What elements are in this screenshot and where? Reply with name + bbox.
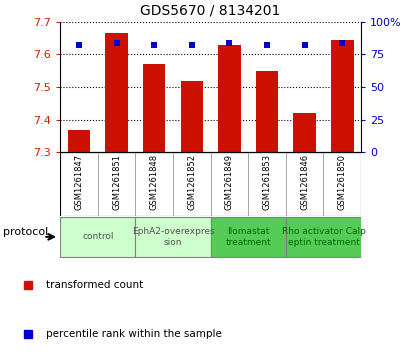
Text: GSM1261847: GSM1261847: [74, 154, 83, 211]
Text: percentile rank within the sample: percentile rank within the sample: [46, 329, 222, 339]
Text: GSM1261852: GSM1261852: [187, 154, 196, 211]
Bar: [143, 64, 166, 152]
FancyBboxPatch shape: [211, 217, 286, 257]
Bar: [331, 40, 354, 152]
Text: GSM1261850: GSM1261850: [338, 154, 347, 211]
Bar: [68, 130, 90, 152]
Text: GSM1261851: GSM1261851: [112, 154, 121, 211]
Bar: [293, 113, 316, 152]
FancyBboxPatch shape: [286, 217, 361, 257]
Title: GDS5670 / 8134201: GDS5670 / 8134201: [140, 4, 281, 18]
FancyBboxPatch shape: [60, 217, 135, 257]
Bar: [218, 45, 241, 152]
Text: GSM1261853: GSM1261853: [263, 154, 271, 211]
Text: Rho activator Calp
eptin treatment: Rho activator Calp eptin treatment: [281, 227, 365, 246]
Text: Ilomastat
treatment: Ilomastat treatment: [225, 227, 271, 246]
FancyBboxPatch shape: [135, 217, 211, 257]
Text: GSM1261849: GSM1261849: [225, 154, 234, 211]
Text: GSM1261846: GSM1261846: [300, 154, 309, 211]
Text: transformed count: transformed count: [46, 280, 143, 290]
Text: protocol: protocol: [3, 227, 48, 237]
Text: EphA2-overexpres
sion: EphA2-overexpres sion: [132, 227, 214, 246]
Bar: [181, 81, 203, 152]
Text: control: control: [82, 232, 114, 241]
Bar: [256, 71, 278, 152]
Bar: [105, 33, 128, 152]
Text: GSM1261848: GSM1261848: [150, 154, 159, 211]
